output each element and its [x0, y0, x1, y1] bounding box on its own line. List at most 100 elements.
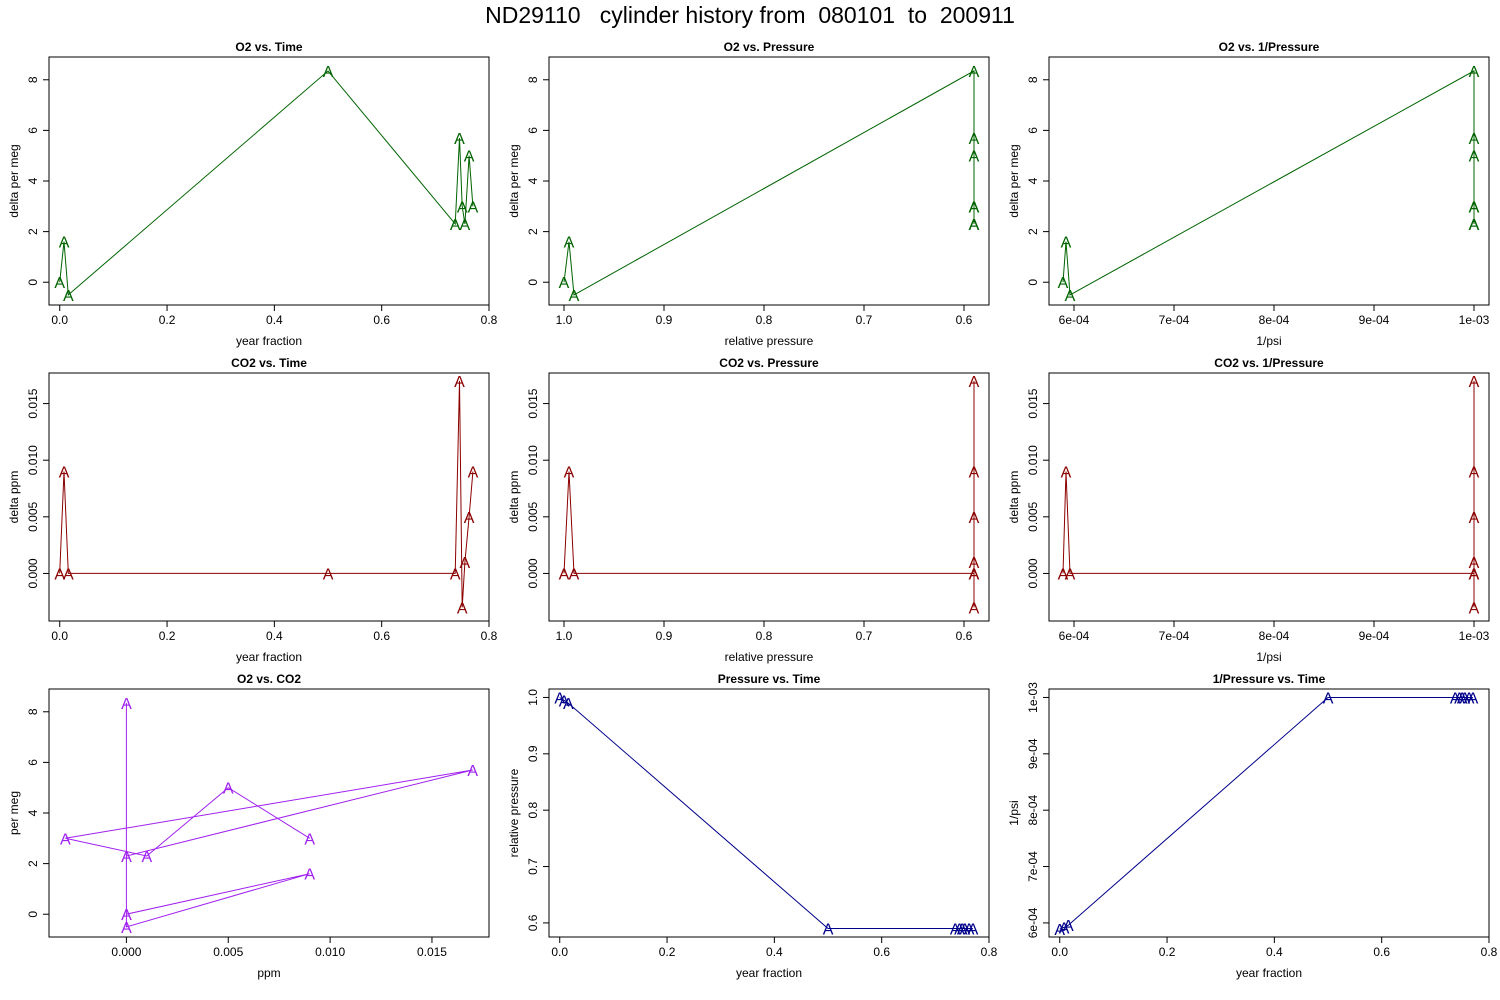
data-point: A: [121, 920, 132, 937]
panel-3: O2 vs. 1/Pressure 6e-04 7e-04 8e-04 9e-04 1e-…: [1007, 40, 1490, 348]
x-tick-label: 9e-04: [1359, 629, 1390, 643]
y-tick-label: 0.010: [1026, 445, 1040, 475]
data-point: A: [121, 907, 132, 924]
y-tick-label: 0.005: [26, 501, 40, 531]
data-point: A: [969, 64, 980, 81]
x-tick-label: 0.005: [213, 945, 243, 959]
data-point: A: [1469, 510, 1480, 527]
data-point: A: [950, 922, 961, 939]
data-point: A: [564, 235, 575, 252]
data-point: A: [969, 374, 980, 391]
data-point: A: [569, 566, 580, 583]
y-tick-label: 8e-04: [1026, 795, 1040, 826]
y-axis-label: delta per meg: [1007, 144, 1021, 217]
x-tick-label: 0.7: [856, 629, 873, 643]
x-tick-label: 0.2: [159, 313, 176, 327]
x-tick-label: 0.6: [956, 313, 973, 327]
x-tick-label: 0.8: [756, 313, 773, 327]
panel-title: O2 vs. Pressure: [724, 40, 815, 54]
y-tick-label: 0: [1026, 279, 1040, 286]
x-axis-label: year fraction: [236, 650, 302, 664]
data-point: A: [1469, 131, 1480, 148]
data-point: A: [323, 64, 334, 81]
data-point: A: [454, 131, 465, 148]
x-tick-label: 9e-04: [1359, 313, 1390, 327]
data-point: A: [457, 600, 468, 617]
data-point: A: [460, 555, 471, 572]
data-point: A: [1469, 600, 1480, 617]
x-tick-label: 0.015: [417, 945, 447, 959]
y-tick-label: 0.9: [526, 745, 540, 762]
data-point: A: [1065, 566, 1076, 583]
data-point: A: [450, 217, 461, 234]
series-line: [563, 380, 975, 608]
data-point: A: [1460, 690, 1471, 707]
data-point: A: [969, 217, 980, 234]
data-point: A: [823, 922, 834, 939]
data-point: A: [1457, 690, 1468, 707]
plot-frame: [48, 56, 490, 306]
x-tick-label: 0.6: [373, 313, 390, 327]
data-point: A: [1063, 918, 1074, 935]
x-tick-label: 8e-04: [1259, 313, 1290, 327]
panel-5: CO2 vs. Pressure 1.0 0.9 0.8 0.7 0.6 0.000 0.00…: [507, 356, 990, 664]
y-tick-label: 6: [526, 127, 540, 134]
y-tick-label: 6e-04: [1026, 907, 1040, 938]
x-tick-label: 6e-04: [1059, 313, 1090, 327]
x-tick-label: 0.6: [873, 945, 890, 959]
data-point: A: [467, 763, 478, 780]
y-axis-label: 1/psi: [1007, 800, 1021, 825]
panel-title: Pressure vs. Time: [718, 672, 821, 686]
y-tick-label: 4: [26, 809, 40, 816]
x-tick-label: 0.4: [266, 629, 283, 643]
x-tick-label: 0.8: [756, 629, 773, 643]
x-tick-label: 0.6: [956, 629, 973, 643]
x-axis-label: relative pressure: [725, 334, 814, 348]
y-axis-label: per meg: [7, 791, 21, 835]
x-tick-label: 0.000: [111, 945, 141, 959]
y-tick-label: 0: [26, 911, 40, 918]
data-point: A: [304, 831, 315, 848]
data-point: A: [969, 510, 980, 527]
x-tick-label: 0.0: [51, 313, 68, 327]
panel-title: O2 vs. CO2: [237, 672, 301, 686]
plot-frame: [548, 372, 990, 622]
series-line: [59, 380, 474, 608]
data-point: A: [569, 288, 580, 305]
data-point: A: [969, 199, 980, 216]
data-point: A: [1058, 275, 1069, 292]
data-point: A: [54, 275, 65, 292]
data-point: A: [141, 849, 152, 866]
y-tick-label: 0.8: [526, 802, 540, 819]
y-tick-label: 0.000: [526, 558, 540, 588]
data-point: A: [59, 465, 70, 482]
data-point: A: [1468, 690, 1479, 707]
panel-title: O2 vs. 1/Pressure: [1219, 40, 1320, 54]
data-point: A: [59, 235, 70, 252]
x-tick-label: 0.7: [856, 313, 873, 327]
y-tick-label: 4: [1026, 177, 1040, 184]
data-point: A: [1464, 690, 1475, 707]
data-point: A: [1469, 64, 1480, 81]
data-point: A: [1469, 199, 1480, 216]
y-tick-label: 0.010: [526, 445, 540, 475]
series-line: [563, 70, 975, 296]
data-point: A: [1469, 566, 1480, 583]
y-tick-label: 9e-04: [1026, 738, 1040, 769]
data-point: A: [559, 275, 570, 292]
x-axis-label: 1/psi: [1256, 334, 1281, 348]
x-axis-label: relative pressure: [725, 650, 814, 664]
data-point: A: [454, 374, 465, 391]
data-point: A: [1454, 690, 1465, 707]
data-point: A: [969, 465, 980, 482]
y-tick-label: 2: [1026, 228, 1040, 235]
data-point: A: [969, 199, 980, 216]
x-axis-label: ppm: [257, 966, 280, 980]
data-point: A: [1469, 199, 1480, 216]
y-tick-label: 0.005: [526, 501, 540, 531]
plot-frame: [48, 372, 490, 622]
data-point: A: [969, 149, 980, 166]
x-tick-label: 0.0: [551, 945, 568, 959]
data-point: A: [969, 217, 980, 234]
